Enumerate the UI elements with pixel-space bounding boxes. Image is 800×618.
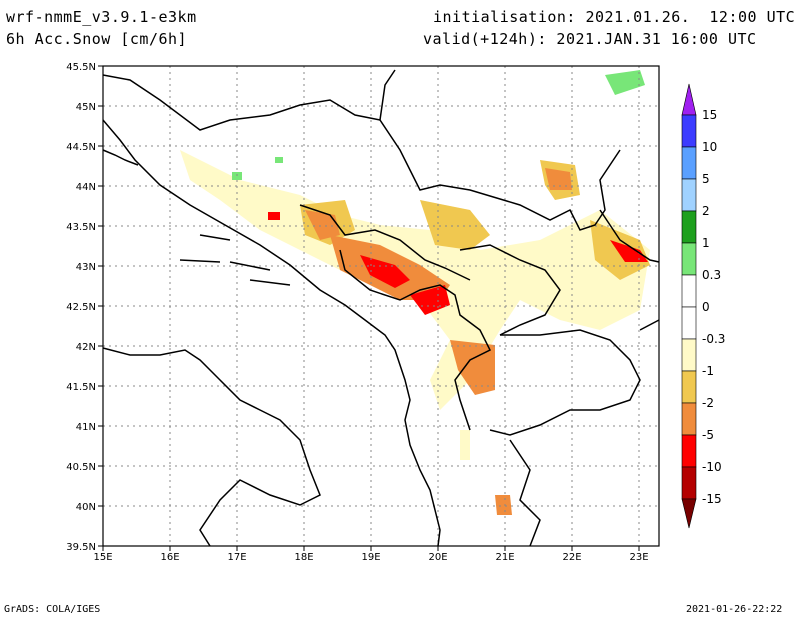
lon-label: 18E [294, 552, 313, 563]
lat-label: 42.5N [66, 302, 96, 313]
colorbar-label: -2 [702, 396, 714, 410]
lat-label: 42N [76, 342, 96, 353]
coastlines-borders [102, 69, 660, 547]
colorbar-label: 15 [702, 108, 717, 122]
lon-label: 15E [93, 552, 112, 563]
graticule [103, 66, 659, 546]
header-valid: valid(+124h): 2021.JAN.31 16:00 UTC [423, 30, 757, 48]
footer-credit: GrADS: COLA/IGES [4, 604, 101, 615]
colorbar-label: 2 [702, 204, 710, 218]
lat-labels: 39.5N 40N 40.5N 41N 41.5N 42N 42.5N 43N … [66, 62, 96, 553]
lat-label: 44N [76, 182, 96, 193]
colorbar-cell [681, 338, 697, 372]
lat-label: 45N [76, 102, 96, 113]
lat-label: 45.5N [66, 62, 96, 73]
lat-label: 41.5N [66, 382, 96, 393]
lon-label: 21E [495, 552, 514, 563]
colorbar-label: 0 [702, 300, 710, 314]
lat-label: 39.5N [66, 542, 96, 553]
lat-label: 40.5N [66, 462, 96, 473]
colorbar-cell [681, 274, 697, 308]
colorbar-label: -1 [702, 364, 714, 378]
lon-labels: 15E 16E 17E 18E 19E 20E 21E 22E 23E [93, 552, 648, 563]
colorbar-cell [681, 434, 697, 468]
colorbar-cell [681, 114, 697, 148]
colorbar [681, 83, 697, 529]
colorbar-cell [681, 178, 697, 212]
lon-label: 22E [562, 552, 581, 563]
colorbar-cell [681, 146, 697, 180]
colorbar-label: -15 [702, 492, 722, 506]
lon-label: 19E [361, 552, 380, 563]
colorbar-cell [681, 242, 697, 276]
colorbar-bottom-triangle [681, 498, 697, 529]
colorbar-top-triangle [681, 83, 697, 116]
lat-label: 44.5N [66, 142, 96, 153]
colorbar-label: 10 [702, 140, 717, 154]
lon-label: 16E [160, 552, 179, 563]
header-variable: 6h Acc.Snow [cm/6h] [6, 30, 188, 48]
colorbar-cell [681, 210, 697, 244]
colorbar-cell [681, 306, 697, 340]
lon-label: 20E [428, 552, 447, 563]
lat-label: 43.5N [66, 222, 96, 233]
lat-label: 41N [76, 422, 96, 433]
colorbar-labels: 15 10 5 2 1 0.3 0 -0.3 -1 -2 -5 -10 -15 [702, 108, 725, 506]
colorbar-cell [681, 466, 697, 500]
snow-field [180, 70, 650, 515]
lat-label: 40N [76, 502, 96, 513]
header-init: initialisation: 2021.01.26. 12:00 UTC [433, 8, 796, 26]
colorbar-label: 0.3 [702, 268, 721, 282]
colorbar-label: 5 [702, 172, 710, 186]
lat-label: 43N [76, 262, 96, 273]
colorbar-cell [681, 370, 697, 404]
lon-label: 23E [629, 552, 648, 563]
colorbar-label: -0.3 [702, 332, 725, 346]
colorbar-cell [681, 402, 697, 436]
header-model: wrf-nmmE_v3.9.1-e3km [6, 8, 197, 26]
tick-marks [98, 65, 640, 551]
colorbar-label: -5 [702, 428, 714, 442]
colorbar-label: -10 [702, 460, 722, 474]
footer-timestamp: 2021-01-26-22:22 [686, 604, 783, 615]
lon-label: 17E [227, 552, 246, 563]
colorbar-label: 1 [702, 236, 710, 250]
